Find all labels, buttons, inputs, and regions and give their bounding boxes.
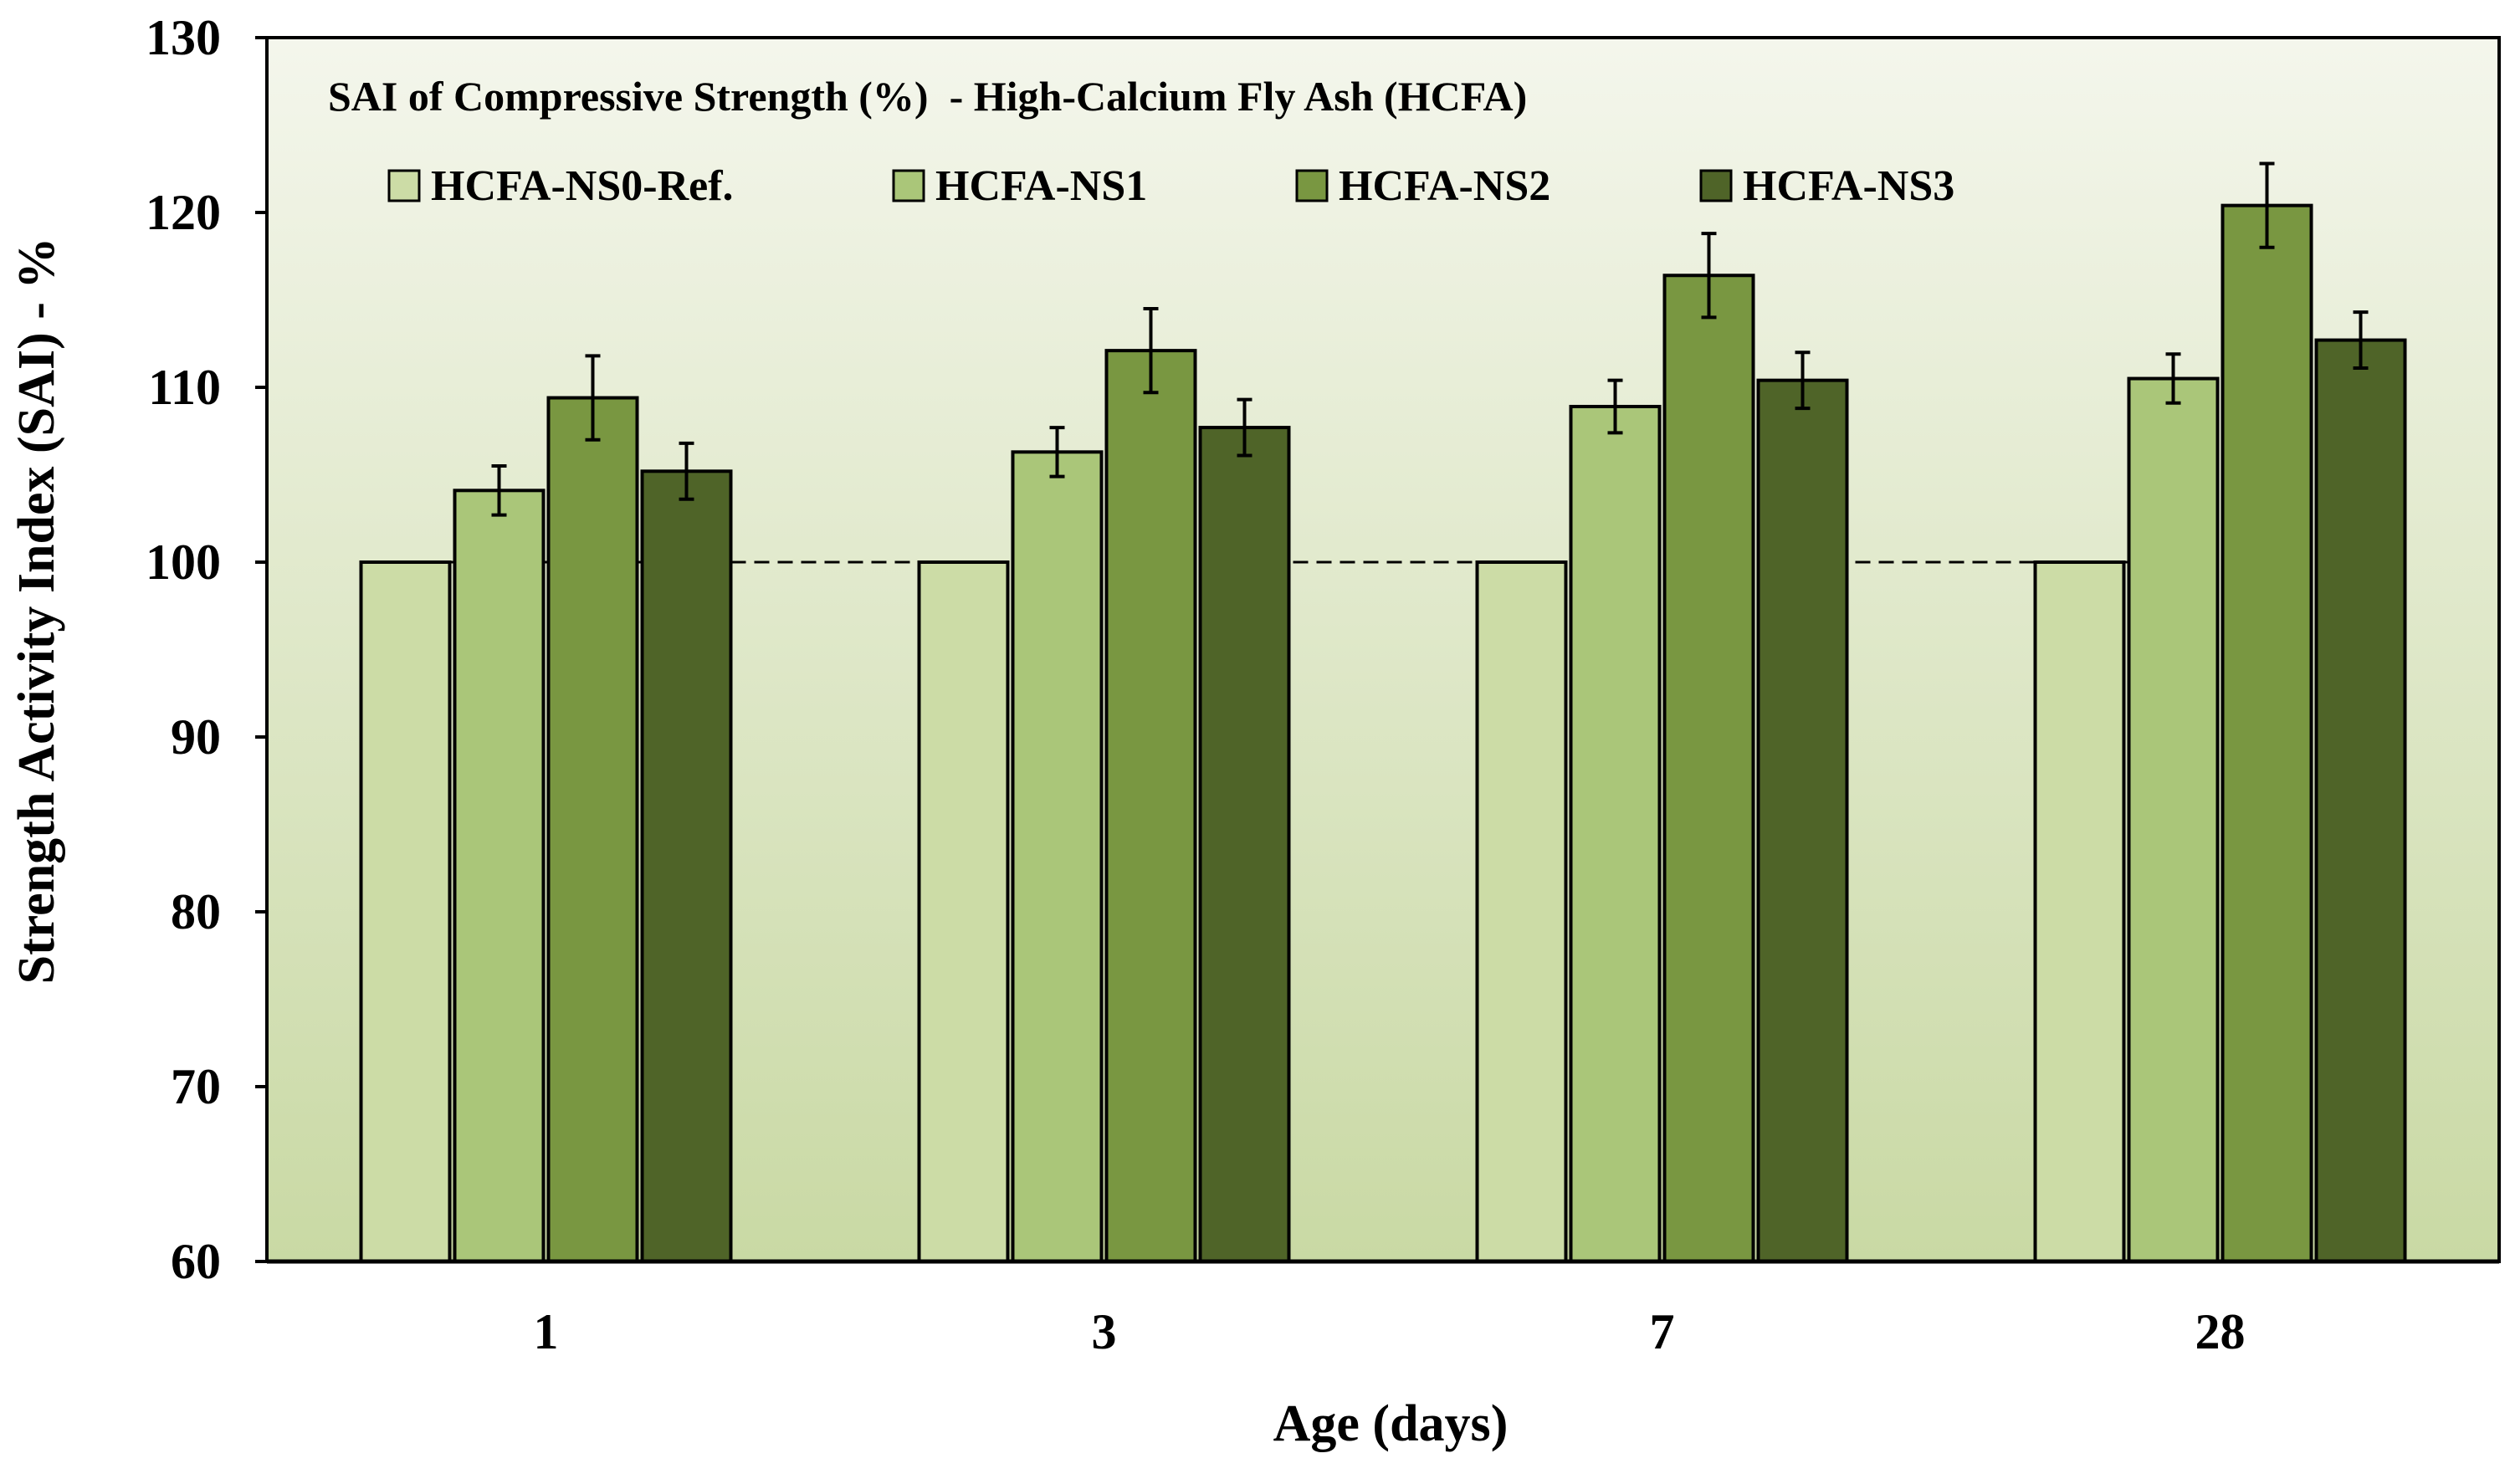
legend-label: HCFA-NS3 <box>1743 162 1954 210</box>
y-tick-label: 90 <box>171 709 221 765</box>
y-axis-label: Strength Activity Index (SAI) - % <box>8 238 65 985</box>
legend: HCFA-NS0-Ref. HCFA-NS1 HCFA-NS2 HCFA-NS3 <box>387 162 1954 210</box>
error-bar-hcfa-ns3-day-3 <box>1237 397 1252 458</box>
x-tick-label: 28 <box>2195 1304 2246 1359</box>
bar-hcfa-ns0-ref-day-7 <box>1475 560 1568 1263</box>
y-tick-label: 70 <box>171 1059 221 1114</box>
legend-item: HCFA-NS1 <box>892 162 1147 210</box>
bar-hcfa-ns2-day-28 <box>2221 203 2313 1263</box>
y-tick-label: 120 <box>146 185 221 240</box>
legend-swatch <box>1699 169 1733 202</box>
error-bar-hcfa-ns3-day-1 <box>679 441 694 501</box>
error-bar-hcfa-ns1-day-3 <box>1049 426 1065 478</box>
error-bar-hcfa-ns2-day-3 <box>1143 306 1159 395</box>
y-tick-label: 80 <box>171 884 221 939</box>
error-bar-hcfa-ns3-day-28 <box>2353 310 2369 371</box>
y-tick-label: 100 <box>146 535 221 590</box>
x-tick-label: 7 <box>1650 1304 1675 1359</box>
error-bar-hcfa-ns2-day-7 <box>1701 232 1717 320</box>
legend-swatch <box>892 169 925 202</box>
bar-hcfa-ns1-day-1 <box>453 489 546 1263</box>
bar-hcfa-ns3-day-28 <box>2314 338 2407 1264</box>
legend-item: HCFA-NS3 <box>1699 162 1954 210</box>
x-tick-label: 1 <box>534 1304 559 1359</box>
bar-hcfa-ns2-day-7 <box>1662 274 1755 1263</box>
bar-hcfa-ns3-day-7 <box>1756 378 1849 1263</box>
bar-hcfa-ns3-day-3 <box>1198 426 1291 1263</box>
legend-label: HCFA-NS2 <box>1339 162 1550 210</box>
error-bar-hcfa-ns1-day-7 <box>1607 378 1623 435</box>
legend-label: HCFA-NS0-Ref. <box>431 162 734 210</box>
error-bar-hcfa-ns1-day-1 <box>491 464 507 517</box>
legend-item: HCFA-NS2 <box>1295 162 1550 210</box>
bar-hcfa-ns0-ref-day-3 <box>917 560 1010 1263</box>
bar-hcfa-ns1-day-28 <box>2127 376 2220 1263</box>
bar-hcfa-ns1-day-7 <box>1569 404 1662 1263</box>
bar-hcfa-ns3-day-1 <box>640 469 733 1263</box>
error-bar-hcfa-ns1-day-28 <box>2165 352 2181 405</box>
bar-hcfa-ns0-ref-day-28 <box>2033 560 2126 1263</box>
chart-title: SAI of Compressive Strength (%) - High-C… <box>328 73 1527 120</box>
bar-hcfa-ns0-ref-day-1 <box>359 560 452 1263</box>
legend-item: HCFA-NS0-Ref. <box>387 162 734 210</box>
plot-area <box>265 36 2501 1263</box>
error-bar-hcfa-ns2-day-1 <box>585 354 601 442</box>
x-axis-label: Age (days) <box>1273 1395 1509 1452</box>
legend-swatch <box>1295 169 1329 202</box>
y-tick-label: 130 <box>146 10 221 65</box>
legend-swatch <box>387 169 421 202</box>
legend-label: HCFA-NS1 <box>935 162 1147 210</box>
error-bar-hcfa-ns2-day-28 <box>2259 161 2275 249</box>
bar-hcfa-ns1-day-3 <box>1011 450 1104 1263</box>
y-tick-label: 110 <box>148 360 221 415</box>
error-bar-hcfa-ns3-day-7 <box>1795 351 1811 411</box>
bar-hcfa-ns2-day-1 <box>546 396 639 1263</box>
y-tick-label: 60 <box>171 1234 221 1289</box>
bar-hcfa-ns2-day-3 <box>1104 349 1197 1263</box>
x-tick-label: 3 <box>1092 1304 1117 1359</box>
